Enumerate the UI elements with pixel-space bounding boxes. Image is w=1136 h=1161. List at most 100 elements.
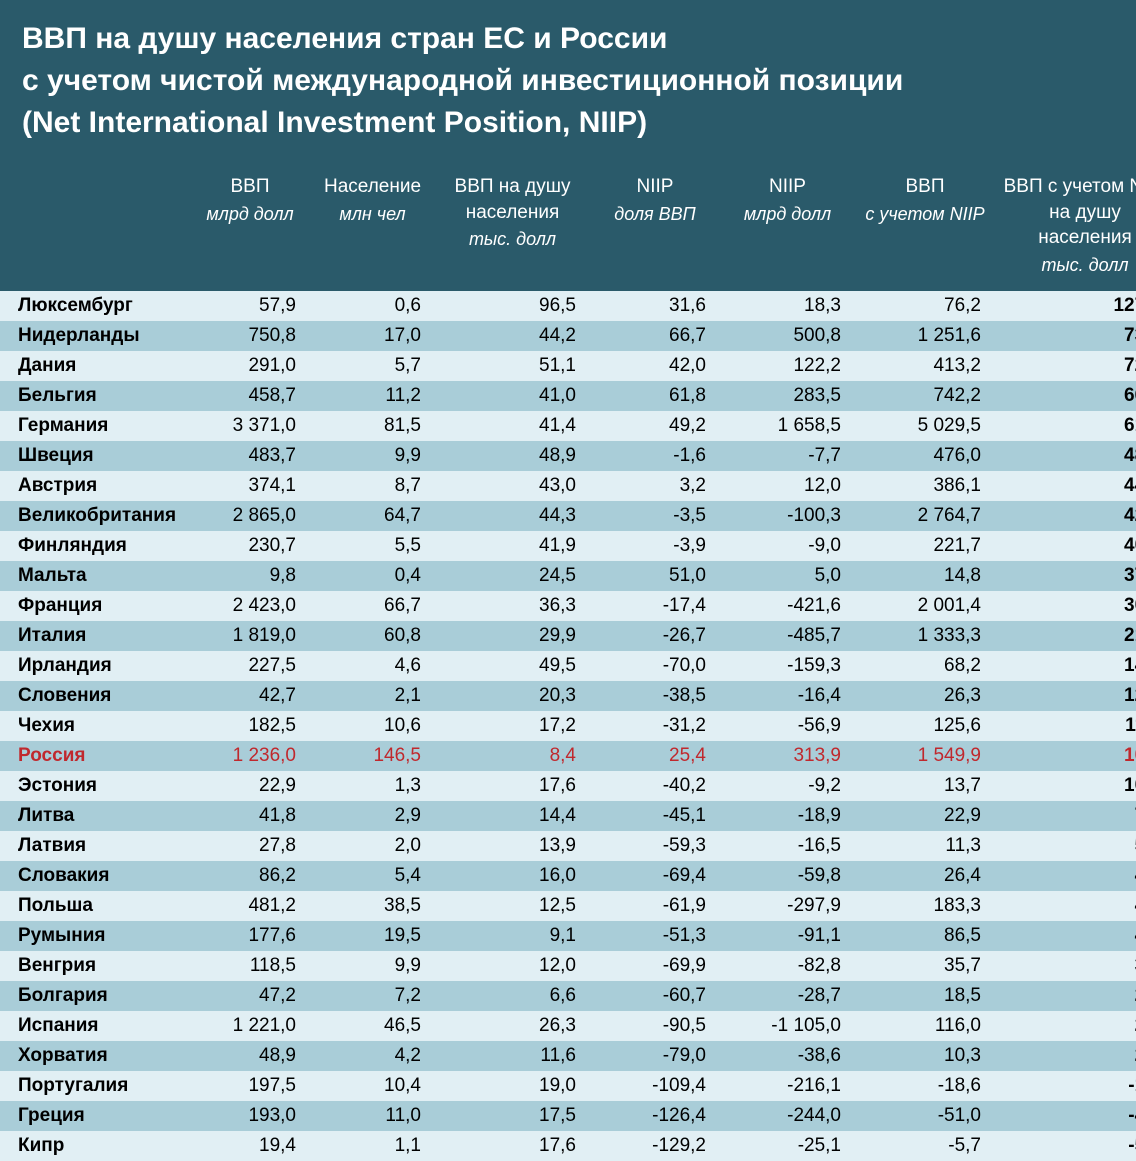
value-cell: 4,8 — [995, 891, 1136, 921]
country-cell: Венгрия — [0, 951, 190, 981]
title-line-3: (Net International Investment Position, … — [22, 102, 1114, 144]
country-cell: Ирландия — [0, 651, 190, 681]
value-cell: 31,6 — [590, 291, 720, 321]
value-cell: 177,6 — [190, 921, 310, 951]
value-cell: 7,9 — [995, 801, 1136, 831]
value-cell: -59,3 — [590, 831, 720, 861]
value-cell: 10,6 — [995, 741, 1136, 771]
value-cell: -216,1 — [720, 1071, 855, 1101]
value-cell: -91,1 — [720, 921, 855, 951]
value-cell: -297,9 — [720, 891, 855, 921]
value-cell: 4,9 — [995, 861, 1136, 891]
value-cell: 9,8 — [190, 561, 310, 591]
value-cell: 26,3 — [435, 1011, 590, 1041]
value-cell: 9,1 — [435, 921, 590, 951]
value-cell: 64,7 — [310, 501, 435, 531]
value-cell: -3,5 — [590, 501, 720, 531]
value-cell: 21,9 — [995, 621, 1136, 651]
value-cell: 2,4 — [995, 1041, 1136, 1071]
value-cell: 230,7 — [190, 531, 310, 561]
value-cell: 2 423,0 — [190, 591, 310, 621]
column-unit: млрд долл — [198, 202, 302, 226]
value-cell: 125,6 — [855, 711, 995, 741]
value-cell: 0,6 — [310, 291, 435, 321]
value-cell: 29,9 — [435, 621, 590, 651]
value-cell: 146,5 — [310, 741, 435, 771]
value-cell: 458,7 — [190, 381, 310, 411]
value-cell: 86,2 — [190, 861, 310, 891]
value-cell: 14,8 — [995, 651, 1136, 681]
value-cell: 7,2 — [310, 981, 435, 1011]
value-cell: 19,4 — [190, 1131, 310, 1161]
value-cell: 3,6 — [995, 951, 1136, 981]
value-cell: 2,6 — [995, 981, 1136, 1011]
value-cell: 5,0 — [720, 561, 855, 591]
country-cell: Словения — [0, 681, 190, 711]
value-cell: 14,8 — [855, 561, 995, 591]
value-cell: 10,6 — [310, 711, 435, 741]
value-cell: 47,2 — [190, 981, 310, 1011]
table-row: Болгария47,27,26,6-60,7-28,718,52,6 — [0, 981, 1136, 1011]
table-row: Австрия374,18,743,03,212,0386,144,4 — [0, 471, 1136, 501]
value-cell: 76,2 — [855, 291, 995, 321]
column-label: ВВП с учетом NIIP на душу населения — [1004, 176, 1136, 248]
country-cell: Италия — [0, 621, 190, 651]
value-cell: 19,5 — [310, 921, 435, 951]
value-cell: 49,5 — [435, 651, 590, 681]
table-row: Словения42,72,120,3-38,5-16,426,312,5 — [0, 681, 1136, 711]
column-label: NIIP — [637, 176, 674, 197]
value-cell: 1 819,0 — [190, 621, 310, 651]
value-cell: 17,5 — [435, 1101, 590, 1131]
column-header: Население млн чел — [310, 164, 435, 291]
value-cell: 36,3 — [435, 591, 590, 621]
column-unit: млн чел — [318, 202, 427, 226]
table-row: Германия3 371,081,541,449,21 658,55 029,… — [0, 411, 1136, 441]
table-row: Ирландия227,54,649,5-70,0-159,368,214,8 — [0, 651, 1136, 681]
value-cell: 1,1 — [310, 1131, 435, 1161]
value-cell: 18,3 — [720, 291, 855, 321]
value-cell: 1 221,0 — [190, 1011, 310, 1041]
column-label: ВВП — [905, 176, 944, 197]
column-unit: тыс. долл — [443, 227, 582, 251]
value-cell: 122,2 — [720, 351, 855, 381]
value-cell: 0,4 — [310, 561, 435, 591]
value-cell: 116,0 — [855, 1011, 995, 1041]
value-cell: 291,0 — [190, 351, 310, 381]
value-cell: 17,6 — [435, 771, 590, 801]
value-cell: 127,0 — [995, 291, 1136, 321]
value-cell: 742,2 — [855, 381, 995, 411]
country-cell: Великобритания — [0, 501, 190, 531]
value-cell: -3,9 — [590, 531, 720, 561]
value-cell: 44,2 — [435, 321, 590, 351]
value-cell: -129,2 — [590, 1131, 720, 1161]
value-cell: -126,4 — [590, 1101, 720, 1131]
value-cell: 11,3 — [855, 831, 995, 861]
value-cell: 1,3 — [310, 771, 435, 801]
value-cell: -1 105,0 — [720, 1011, 855, 1041]
value-cell: -28,7 — [720, 981, 855, 1011]
value-cell: 11,8 — [995, 711, 1136, 741]
value-cell: 51,0 — [590, 561, 720, 591]
value-cell: 40,3 — [995, 531, 1136, 561]
table-row: Бельгия458,711,241,061,8283,5742,266,3 — [0, 381, 1136, 411]
value-cell: 1 658,5 — [720, 411, 855, 441]
value-cell: 182,5 — [190, 711, 310, 741]
value-cell: 483,7 — [190, 441, 310, 471]
value-cell: 4,6 — [310, 651, 435, 681]
column-label: ВВП — [230, 176, 269, 197]
value-cell: 12,0 — [435, 951, 590, 981]
title-line-1: ВВП на душу населения стран ЕС и России — [22, 18, 1114, 60]
value-cell: 481,2 — [190, 891, 310, 921]
value-cell: -7,7 — [720, 441, 855, 471]
value-cell: 18,5 — [855, 981, 995, 1011]
country-cell: Греция — [0, 1101, 190, 1131]
value-cell: -82,8 — [720, 951, 855, 981]
value-cell: -16,4 — [720, 681, 855, 711]
value-cell: 283,5 — [720, 381, 855, 411]
value-cell: 500,8 — [720, 321, 855, 351]
country-cell: Нидерланды — [0, 321, 190, 351]
column-label: Население — [324, 176, 421, 197]
value-cell: 313,9 — [720, 741, 855, 771]
value-cell: -421,6 — [720, 591, 855, 621]
table-row: Великобритания2 865,064,744,3-3,5-100,32… — [0, 501, 1136, 531]
